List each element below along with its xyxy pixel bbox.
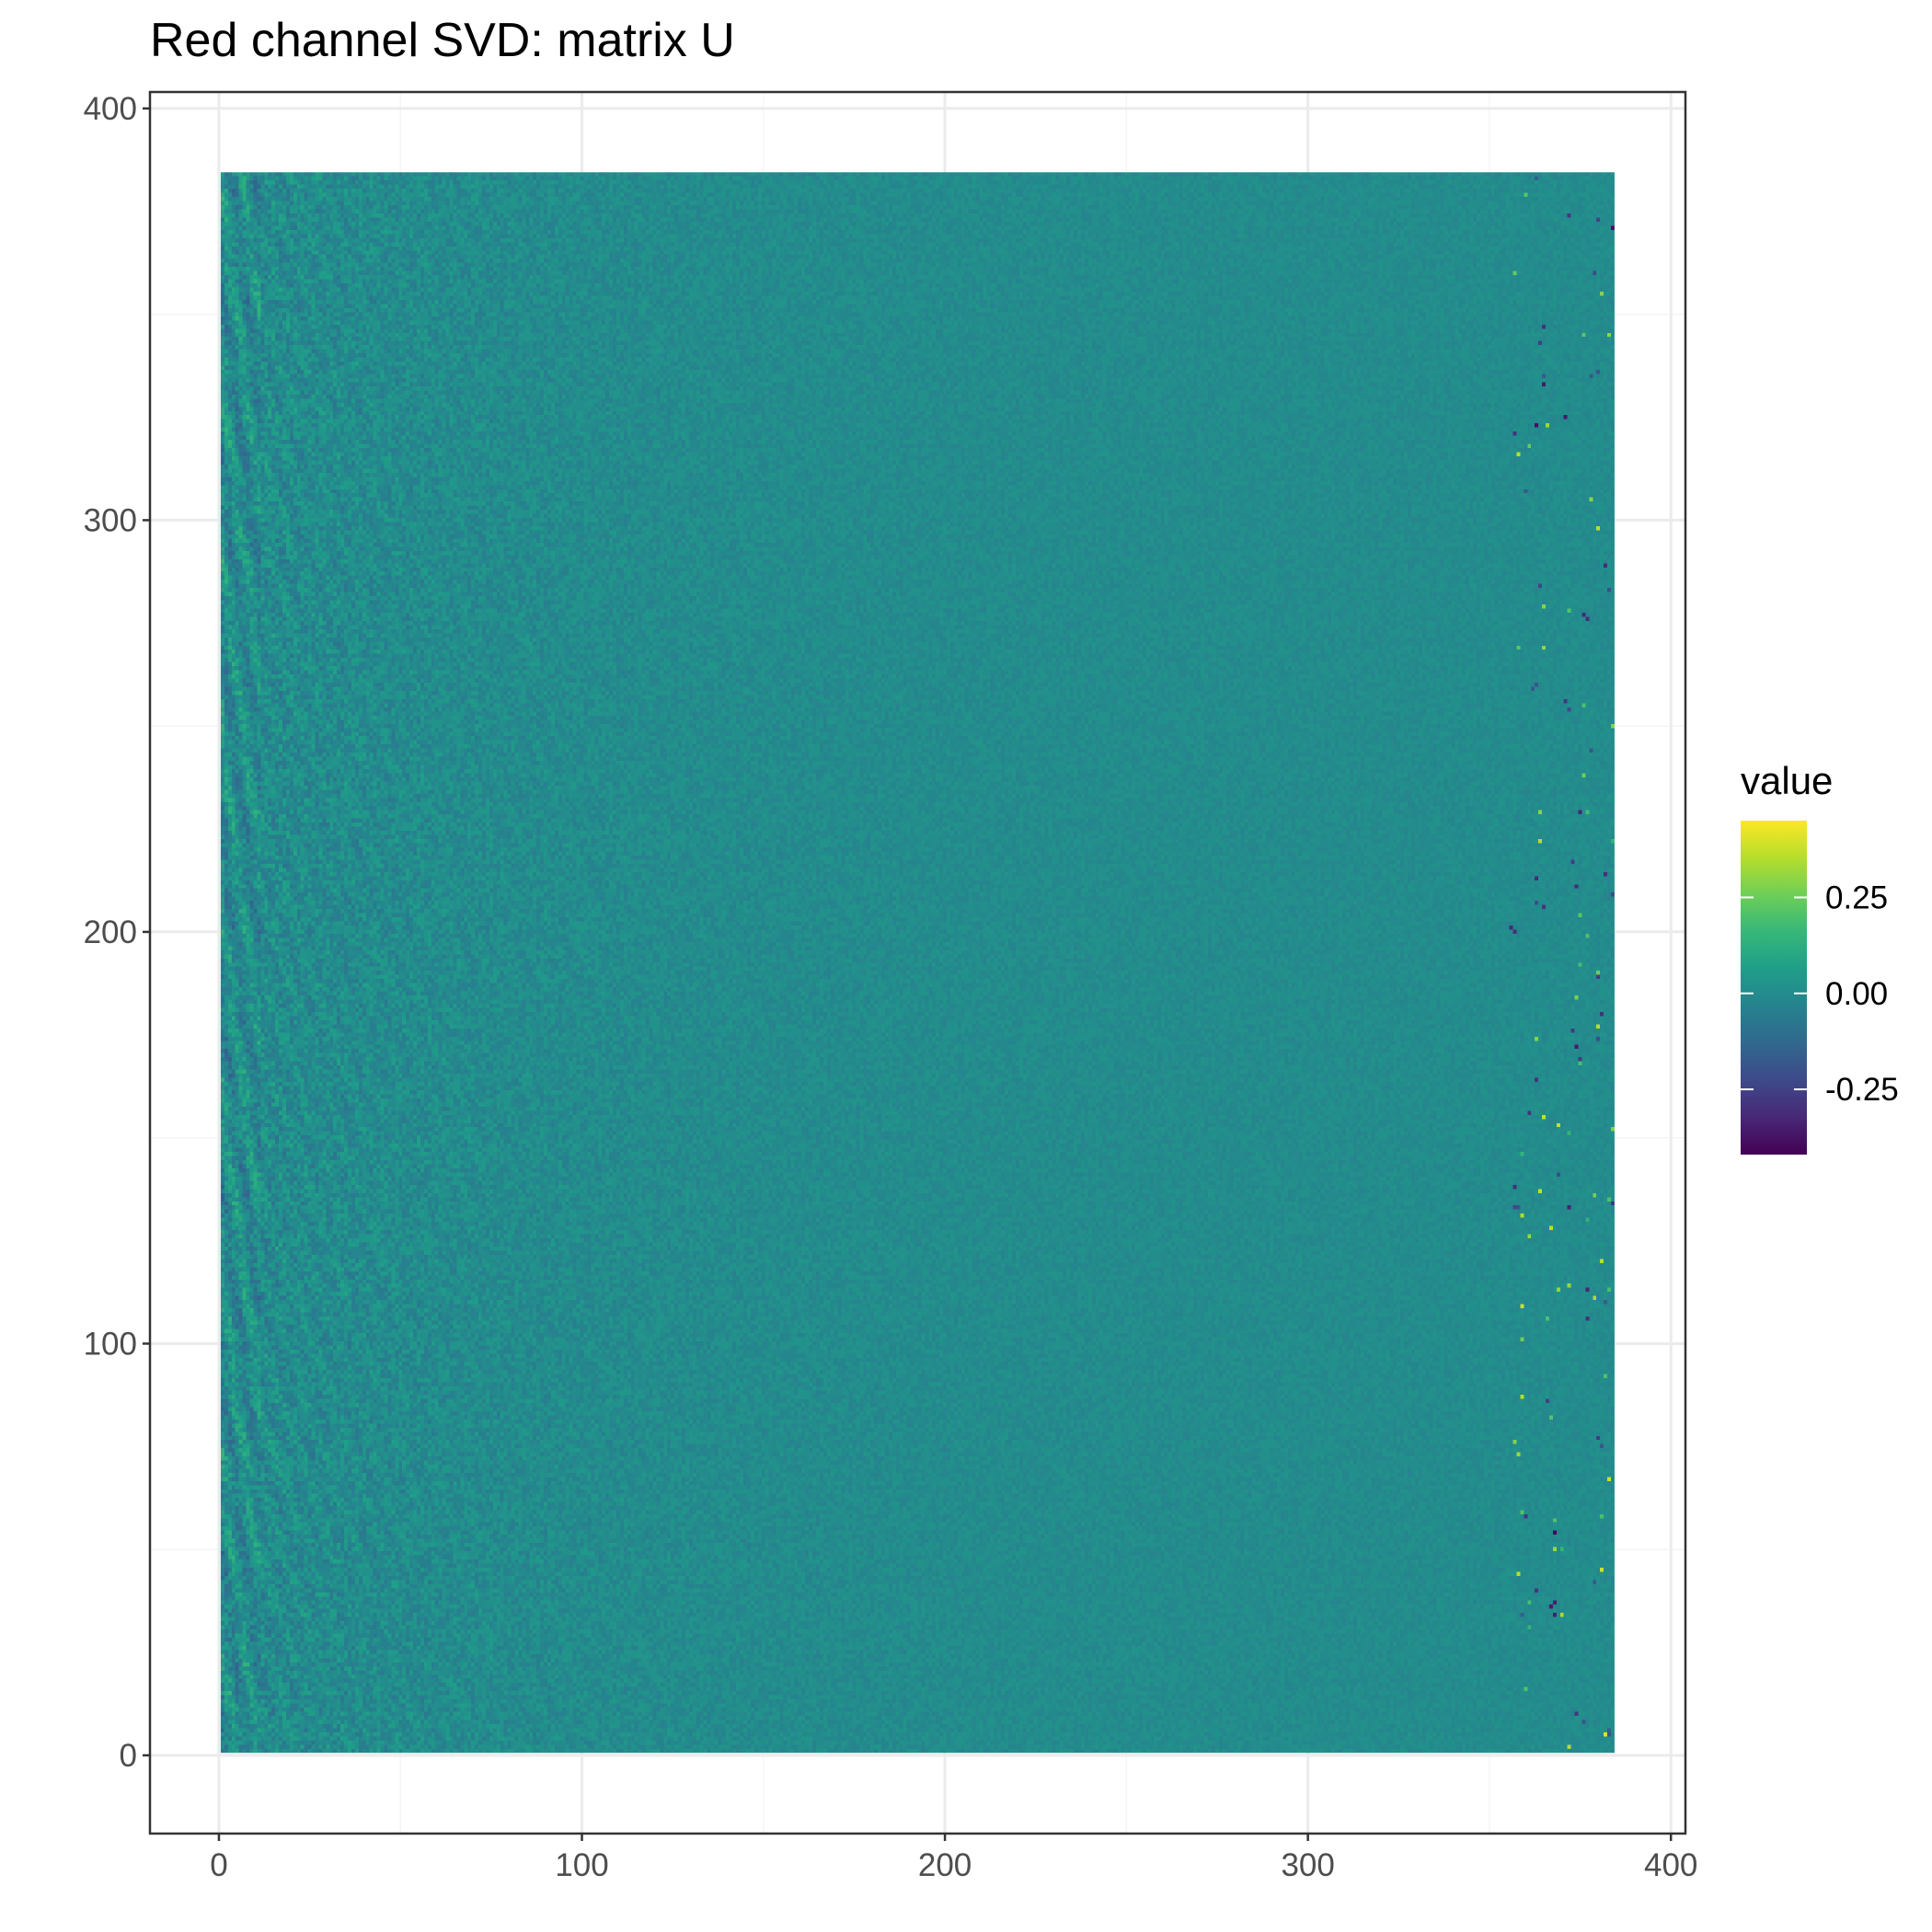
y-tick-label: 300 <box>84 502 137 538</box>
legend-tick-label: 0.00 <box>1825 976 1888 1012</box>
legend-tick-label: -0.25 <box>1825 1072 1899 1108</box>
x-tick-label: 300 <box>1281 1847 1334 1883</box>
panel-border <box>148 90 1687 1835</box>
chart-title: Red channel SVD: matrix U <box>150 14 735 67</box>
x-tick-label: 400 <box>1644 1847 1697 1883</box>
y-tick-label: 0 <box>120 1738 137 1774</box>
legend-title: value <box>1741 759 1833 802</box>
legend-tick-label: 0.25 <box>1825 880 1888 915</box>
y-tick-label: 100 <box>84 1326 137 1362</box>
x-tick-label: 200 <box>918 1847 972 1883</box>
y-tick-label: 400 <box>84 91 137 127</box>
y-tick-label: 200 <box>84 914 137 950</box>
x-tick-label: 100 <box>555 1847 608 1883</box>
heatmap-cells <box>220 172 1615 1754</box>
x-tick-label: 0 <box>210 1847 227 1883</box>
legend-colorbar <box>1741 821 1807 1155</box>
